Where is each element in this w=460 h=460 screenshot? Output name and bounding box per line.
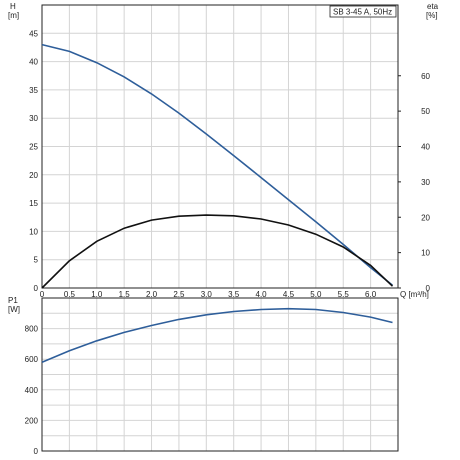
p1-axis-label: P1 (8, 296, 18, 305)
eta-tick-label: 20 (421, 213, 430, 222)
eta-axis-unit: [%] (426, 11, 438, 20)
q-tick-label: 4.5 (283, 290, 295, 299)
efficiency-curve (41, 214, 394, 289)
h-tick-label: 25 (29, 143, 38, 152)
pump-label: SB 3-45 A, 50Hz (333, 8, 392, 17)
q-tick-label: 0.5 (64, 290, 76, 299)
q-axis-label: Q [m³/h] (400, 290, 429, 299)
h-tick-label: 35 (29, 86, 38, 95)
h-tick-label: 0 (34, 284, 39, 293)
bottom-grid (41, 297, 399, 452)
p1-tick-label: 200 (25, 416, 39, 425)
head-curve (41, 43, 394, 286)
power-curve (41, 307, 393, 364)
h-tick-label: 30 (29, 114, 38, 123)
h-tick-label: 40 (29, 58, 38, 67)
eta-tick-label: 40 (421, 143, 430, 152)
eta-tick-label: 0 (426, 284, 431, 293)
p1-axis-unit: [W] (8, 305, 20, 314)
eta-tick-label: 60 (421, 72, 430, 81)
h-axis-label: H (10, 2, 16, 11)
q-tick-label: 1.0 (91, 290, 103, 299)
pump-label-box (329, 5, 397, 18)
q-tick-label: 0 (40, 290, 45, 299)
h-tick-label: 10 (29, 227, 38, 236)
h-tick-label: 15 (29, 199, 38, 208)
q-tick-label: 3.5 (228, 290, 240, 299)
h-axis-unit: [m] (8, 11, 19, 20)
q-tick-label: 4.0 (256, 290, 268, 299)
h-tick-label: 45 (29, 29, 38, 38)
q-tick-label: 5.5 (338, 290, 350, 299)
eta-tick-label: 30 (421, 178, 430, 187)
eta-tick-label: 10 (421, 249, 430, 258)
q-tick-label: 1.5 (119, 290, 131, 299)
eta-tick-label: 50 (421, 107, 430, 116)
h-tick-label: 5 (34, 256, 39, 265)
bottom-frame (41, 297, 399, 452)
eta-axis-label: eta (427, 2, 439, 11)
p1-tick-label: 400 (25, 386, 39, 395)
head-efficiency-panel: 0 10 20 30 40 50 60 0 5 10 15 20 25 30 35 40 45 0 0.5 1.0 1.… (8, 2, 439, 299)
q-tick-label: 3.0 (201, 290, 213, 299)
q-tick-label: 6.0 (365, 290, 377, 299)
q-tick-label: 5.0 (310, 290, 322, 299)
p1-tick-label: 600 (25, 355, 39, 364)
h-tick-label: 20 (29, 171, 38, 180)
q-tick-label: 2.0 (146, 290, 158, 299)
power-panel: 0 200 400 600 800 P1[W] (8, 296, 399, 456)
q-tick-label: 2.5 (173, 290, 185, 299)
p1-tick-label: 0 (34, 447, 39, 456)
p1-tick-label: 800 (25, 325, 39, 334)
